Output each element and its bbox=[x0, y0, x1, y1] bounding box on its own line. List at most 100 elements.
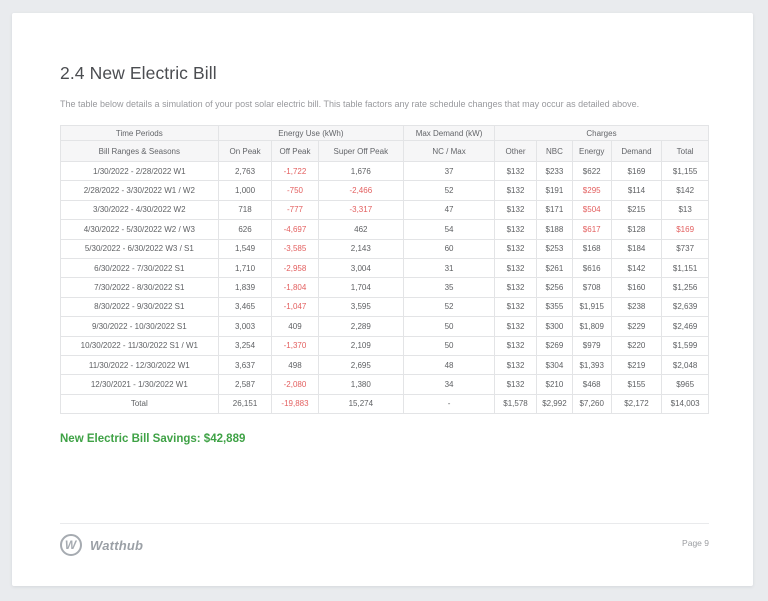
table-cell: $142 bbox=[610, 257, 663, 279]
table-cell: $229 bbox=[610, 316, 663, 337]
table-row: 5/30/2022 - 6/30/2022 W3 / S1 1,549 -3,585… bbox=[60, 238, 709, 259]
table-cell: 35 bbox=[403, 277, 495, 298]
table-row: 8/30/2022 - 9/30/2022 S1 3,465 -1,047 3,595… bbox=[60, 296, 709, 318]
table-cell: 8/30/2022 - 9/30/2022 S1 bbox=[60, 296, 219, 318]
table-cell: -2,466 bbox=[317, 180, 405, 201]
column-header-cell: Other bbox=[493, 140, 538, 162]
table-cell: $261 bbox=[536, 257, 573, 279]
report-content: 2.4 New Electric Bill The table below de… bbox=[12, 13, 753, 445]
table-cell: $708 bbox=[571, 277, 612, 298]
table-cell: 1,000 bbox=[217, 180, 273, 201]
table-cell: $295 bbox=[571, 180, 612, 201]
savings-summary: New Electric Bill Savings: $42,889 bbox=[60, 433, 246, 446]
table-cell: $1,256 bbox=[661, 277, 709, 298]
table-cell: $300 bbox=[536, 316, 573, 337]
table-cell: 3,595 bbox=[317, 296, 405, 318]
table-cell: $2,172 bbox=[610, 393, 663, 415]
table-cell: -3,585 bbox=[271, 238, 319, 259]
table-cell: $2,469 bbox=[661, 316, 709, 337]
table-cell: $979 bbox=[571, 335, 612, 356]
brand: W Watthub bbox=[60, 534, 143, 556]
table-cell: -2,958 bbox=[271, 257, 319, 279]
table-cell: $7,260 bbox=[571, 393, 612, 415]
table-cell: 3,003 bbox=[217, 316, 273, 337]
table-cell: $160 bbox=[610, 277, 663, 298]
table-cell: 3,637 bbox=[217, 354, 273, 376]
table-cell: 409 bbox=[271, 316, 319, 337]
table-cell: -777 bbox=[271, 199, 319, 221]
table-cell: $219 bbox=[610, 354, 663, 376]
watthub-logo-icon: W bbox=[60, 534, 82, 556]
table-cell: $304 bbox=[536, 354, 573, 376]
table-cell: 60 bbox=[403, 238, 495, 259]
table-cell: - bbox=[403, 393, 495, 415]
group-header-row: Time Periods Energy Use (kWh) Max Demand (… bbox=[60, 125, 710, 141]
table-cell: $622 bbox=[571, 160, 612, 182]
table-cell: Total bbox=[60, 393, 219, 415]
table-cell: 1,704 bbox=[317, 277, 405, 298]
table-row: 10/30/2022 - 11/30/2022 S1 / W1 3,254 -1,3… bbox=[60, 335, 709, 356]
page-title: 2.4 New Electric Bill bbox=[60, 63, 217, 83]
table-cell: $171 bbox=[536, 199, 573, 221]
table-cell: 2,695 bbox=[317, 354, 405, 376]
table-cell: -1,047 bbox=[271, 296, 319, 318]
table-cell: -750 bbox=[271, 180, 319, 201]
table-cell: -4,697 bbox=[271, 219, 319, 240]
column-header-cell: On Peak bbox=[217, 140, 273, 162]
table-cell: 3/30/2022 - 4/30/2022 W2 bbox=[60, 199, 219, 221]
table-cell: $210 bbox=[536, 374, 573, 395]
table-cell: 2,289 bbox=[317, 316, 405, 337]
table-cell: $1,578 bbox=[493, 393, 538, 415]
table-cell: $132 bbox=[493, 316, 538, 337]
table-cell: -1,804 bbox=[271, 277, 319, 298]
table-row: 4/30/2022 - 5/30/2022 W2 / W3 626 -4,697 46… bbox=[60, 219, 709, 240]
table-cell: 1,839 bbox=[217, 277, 273, 298]
column-header-cell: Demand bbox=[610, 140, 663, 162]
column-header-cell: Energy bbox=[571, 140, 612, 162]
table-cell: 2,763 bbox=[217, 160, 273, 182]
table-cell: $155 bbox=[610, 374, 663, 395]
table-cell: 52 bbox=[403, 296, 495, 318]
column-header-cell: NC / Max bbox=[403, 140, 495, 162]
table-row: 12/30/2021 - 1/30/2022 W1 2,587 -2,080 1,38… bbox=[60, 374, 709, 395]
group-header-cell: Max Demand (kW) bbox=[403, 125, 495, 141]
page-footer: W Watthub Page 9 bbox=[60, 523, 709, 556]
column-header-cell: Bill Ranges & Seasons bbox=[60, 140, 219, 162]
table-cell: $1,393 bbox=[571, 354, 612, 376]
table-cell: 31 bbox=[403, 257, 495, 279]
table-cell: $132 bbox=[493, 374, 538, 395]
table-cell: 26,151 bbox=[217, 393, 273, 415]
electric-bill-table: Time Periods Energy Use (kWh) Max Demand (… bbox=[60, 125, 710, 415]
table-cell: 1,380 bbox=[317, 374, 405, 395]
table-cell: $1,151 bbox=[661, 257, 709, 279]
table-cell: 50 bbox=[403, 316, 495, 337]
table-cell: $233 bbox=[536, 160, 573, 182]
table-cell: $169 bbox=[661, 219, 709, 240]
table-row: 11/30/2022 - 12/30/2022 W1 3,637 498 2,695 4… bbox=[60, 354, 709, 376]
table-cell: $188 bbox=[536, 219, 573, 240]
table-cell: $617 bbox=[571, 219, 612, 240]
table-cell: $355 bbox=[536, 296, 573, 318]
table-cell: 498 bbox=[271, 354, 319, 376]
table-cell: $132 bbox=[493, 354, 538, 376]
table-cell: $253 bbox=[536, 238, 573, 259]
table-row: 1/30/2022 - 2/28/2022 W1 2,763 -1,722 1,676… bbox=[60, 160, 709, 182]
table-cell: $1,599 bbox=[661, 335, 709, 356]
table-cell: $132 bbox=[493, 296, 538, 318]
table-cell: $220 bbox=[610, 335, 663, 356]
table-cell: $132 bbox=[493, 219, 538, 240]
table-cell: $14,003 bbox=[661, 393, 709, 415]
table-cell: 12/30/2021 - 1/30/2022 W1 bbox=[60, 374, 219, 395]
table-cell: $468 bbox=[571, 374, 612, 395]
column-header-cell: Total bbox=[661, 140, 709, 162]
table-cell: 1,549 bbox=[217, 238, 273, 259]
table-cell: $1,155 bbox=[661, 160, 709, 182]
table-cell: 9/30/2022 - 10/30/2022 S1 bbox=[60, 316, 219, 337]
brand-name: Watthub bbox=[90, 537, 144, 553]
table-cell: 10/30/2022 - 11/30/2022 S1 / W1 bbox=[60, 335, 219, 356]
column-header-row: Bill Ranges & Seasons On Peak Off Peak Supe… bbox=[60, 140, 709, 162]
table-cell: 3,465 bbox=[217, 296, 273, 318]
table-cell: 1,710 bbox=[217, 257, 273, 279]
table-cell: $238 bbox=[610, 296, 663, 318]
table-cell: 1,676 bbox=[317, 160, 405, 182]
